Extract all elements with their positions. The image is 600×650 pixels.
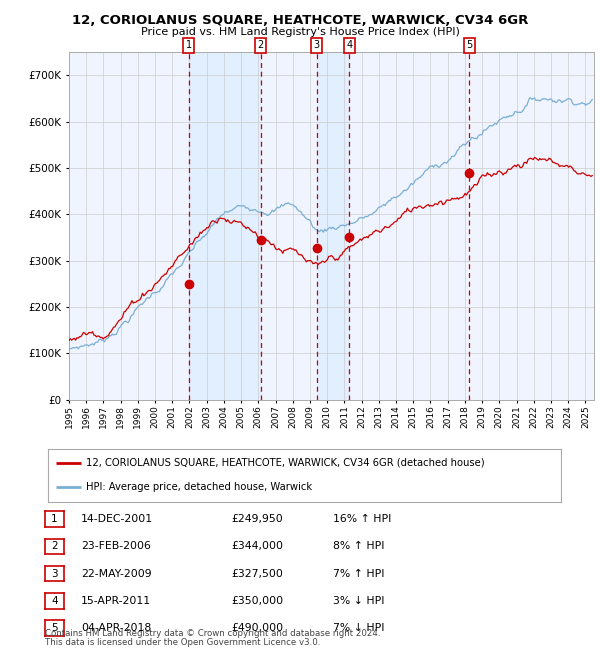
Text: 23-FEB-2006: 23-FEB-2006 xyxy=(81,541,151,551)
Text: 5: 5 xyxy=(466,40,473,50)
Text: 16% ↑ HPI: 16% ↑ HPI xyxy=(333,514,391,524)
Text: 1: 1 xyxy=(51,514,58,524)
Text: 4: 4 xyxy=(51,596,58,606)
Text: £249,950: £249,950 xyxy=(231,514,283,524)
Text: 12, CORIOLANUS SQUARE, HEATHCOTE, WARWICK, CV34 6GR (detached house): 12, CORIOLANUS SQUARE, HEATHCOTE, WARWIC… xyxy=(86,458,485,468)
Text: 2: 2 xyxy=(51,541,58,551)
Bar xyxy=(189,52,261,400)
Text: 12, CORIOLANUS SQUARE, HEATHCOTE, WARWICK, CV34 6GR: 12, CORIOLANUS SQUARE, HEATHCOTE, WARWIC… xyxy=(72,14,528,27)
Text: 04-APR-2018: 04-APR-2018 xyxy=(81,623,151,633)
Text: 7% ↑ HPI: 7% ↑ HPI xyxy=(333,569,385,578)
Text: 3: 3 xyxy=(51,569,58,578)
Text: 5: 5 xyxy=(51,623,58,633)
Text: Price paid vs. HM Land Registry's House Price Index (HPI): Price paid vs. HM Land Registry's House … xyxy=(140,27,460,37)
Text: £344,000: £344,000 xyxy=(231,541,283,551)
Text: This data is licensed under the Open Government Licence v3.0.: This data is licensed under the Open Gov… xyxy=(45,638,320,647)
Text: 3: 3 xyxy=(314,40,320,50)
Text: 1: 1 xyxy=(186,40,192,50)
Text: 4: 4 xyxy=(346,40,352,50)
Text: £350,000: £350,000 xyxy=(231,596,283,606)
Text: 3% ↓ HPI: 3% ↓ HPI xyxy=(333,596,385,606)
Text: 8% ↑ HPI: 8% ↑ HPI xyxy=(333,541,385,551)
Text: £490,000: £490,000 xyxy=(231,623,283,633)
Text: 2: 2 xyxy=(257,40,264,50)
Text: 14-DEC-2001: 14-DEC-2001 xyxy=(81,514,153,524)
Text: HPI: Average price, detached house, Warwick: HPI: Average price, detached house, Warw… xyxy=(86,482,313,493)
Text: Contains HM Land Registry data © Crown copyright and database right 2024.: Contains HM Land Registry data © Crown c… xyxy=(45,629,380,638)
Text: £327,500: £327,500 xyxy=(231,569,283,578)
Text: 7% ↓ HPI: 7% ↓ HPI xyxy=(333,623,385,633)
Bar xyxy=(317,52,349,400)
Text: 22-MAY-2009: 22-MAY-2009 xyxy=(81,569,152,578)
Text: 15-APR-2011: 15-APR-2011 xyxy=(81,596,151,606)
